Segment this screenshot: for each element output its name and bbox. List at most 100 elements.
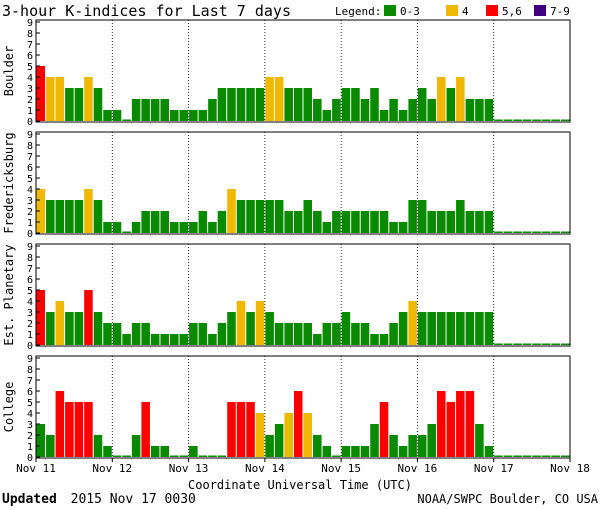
k-bar [303,323,313,345]
k-bar [417,312,427,345]
k-bar [379,110,389,121]
k-bar [36,66,46,121]
k-bar-empty [513,343,522,345]
k-bar [398,110,408,121]
k-bar [131,222,141,233]
k-bar [265,77,274,121]
y-tick-label: 7 [27,264,33,275]
k-bar-empty [503,119,513,121]
k-bar-empty [551,231,560,233]
k-bar [236,301,246,345]
k-bar [408,99,417,121]
k-bar [484,446,494,457]
k-bar [189,446,198,457]
k-bar [408,435,417,457]
k-bar-empty [532,455,541,457]
k-bar [332,211,341,233]
k-bar [389,323,398,345]
k-bar [370,211,379,233]
k-bar [360,446,370,457]
y-tick-label: 5 [27,286,33,297]
k-bar [208,334,217,345]
k-bar [170,334,179,345]
k-bar [55,391,65,457]
k-bar-empty [494,119,503,121]
k-bar [74,200,84,233]
k-bar [332,99,341,121]
k-bar [417,435,427,457]
k-bar [398,312,408,345]
panel-label: Boulder [2,46,16,97]
k-bar [303,88,313,121]
k-bar [141,323,150,345]
k-bar [65,402,74,457]
y-tick-label: 0 [27,117,33,128]
y-tick-label: 2 [27,207,33,218]
x-tick-label: Nov 16 [398,462,438,475]
legend-item-label-2: 5,6 [502,5,522,18]
k-bar [246,200,255,233]
k-bar [293,211,303,233]
x-tick-label: Nov 15 [321,462,361,475]
k-bar [227,88,236,121]
k-bar [274,200,284,233]
k-bar [370,424,379,457]
k-bar [313,99,322,121]
k-bar [236,88,246,121]
legend-item-label-3: 7-9 [550,5,570,18]
k-bar [46,77,55,121]
k-bar-empty [560,231,570,233]
y-tick-label: 9 [27,130,33,141]
k-bar [74,88,84,121]
k-bar [189,110,198,121]
k-bar [84,402,93,457]
y-tick-label: 7 [27,40,33,51]
credit-text: NOAA/SWPC Boulder, CO USA [417,492,598,506]
k-bar [332,323,341,345]
k-bar [179,455,189,457]
k-bar [227,402,236,457]
k-bar [255,301,265,345]
k-bar [84,77,93,121]
x-tick-label: Nov 18 [550,462,590,475]
k-bar-empty [560,455,570,457]
k-bar [284,211,293,233]
k-bar [313,334,322,345]
k-bar [93,435,103,457]
k-bar [217,323,227,345]
k-bar [398,222,408,233]
y-tick-label: 7 [27,376,33,387]
k-bar [170,455,179,457]
k-bar [417,88,427,121]
k-bar-empty [522,455,532,457]
k-bar [293,323,303,345]
legend-swatch-0 [384,5,396,16]
legend-swatch-2 [486,5,498,16]
k-bar [189,222,198,233]
k-bar [408,200,417,233]
k-bar [36,424,46,457]
k-bar [427,312,436,345]
k-bar [341,446,351,457]
y-tick-label: 8 [27,29,33,40]
k-bar-empty [522,231,532,233]
k-bar [427,211,436,233]
k-bar [351,323,360,345]
y-tick-label: 1 [27,442,33,453]
y-tick-label: 0 [27,229,33,240]
k-bar [131,323,141,345]
panel-frame [35,243,571,347]
k-bar [446,211,456,233]
k-bar [379,402,389,457]
k-bar [446,402,456,457]
k-bar [198,323,208,345]
y-tick-label: 5 [27,62,33,73]
k-bar [74,402,84,457]
k-bar-empty [503,231,513,233]
k-bar [112,110,122,121]
k-bar [341,88,351,121]
k-bar [255,413,265,457]
x-tick-label: Nov 17 [474,462,514,475]
y-tick-label: 8 [27,141,33,152]
k-bar [293,391,303,457]
